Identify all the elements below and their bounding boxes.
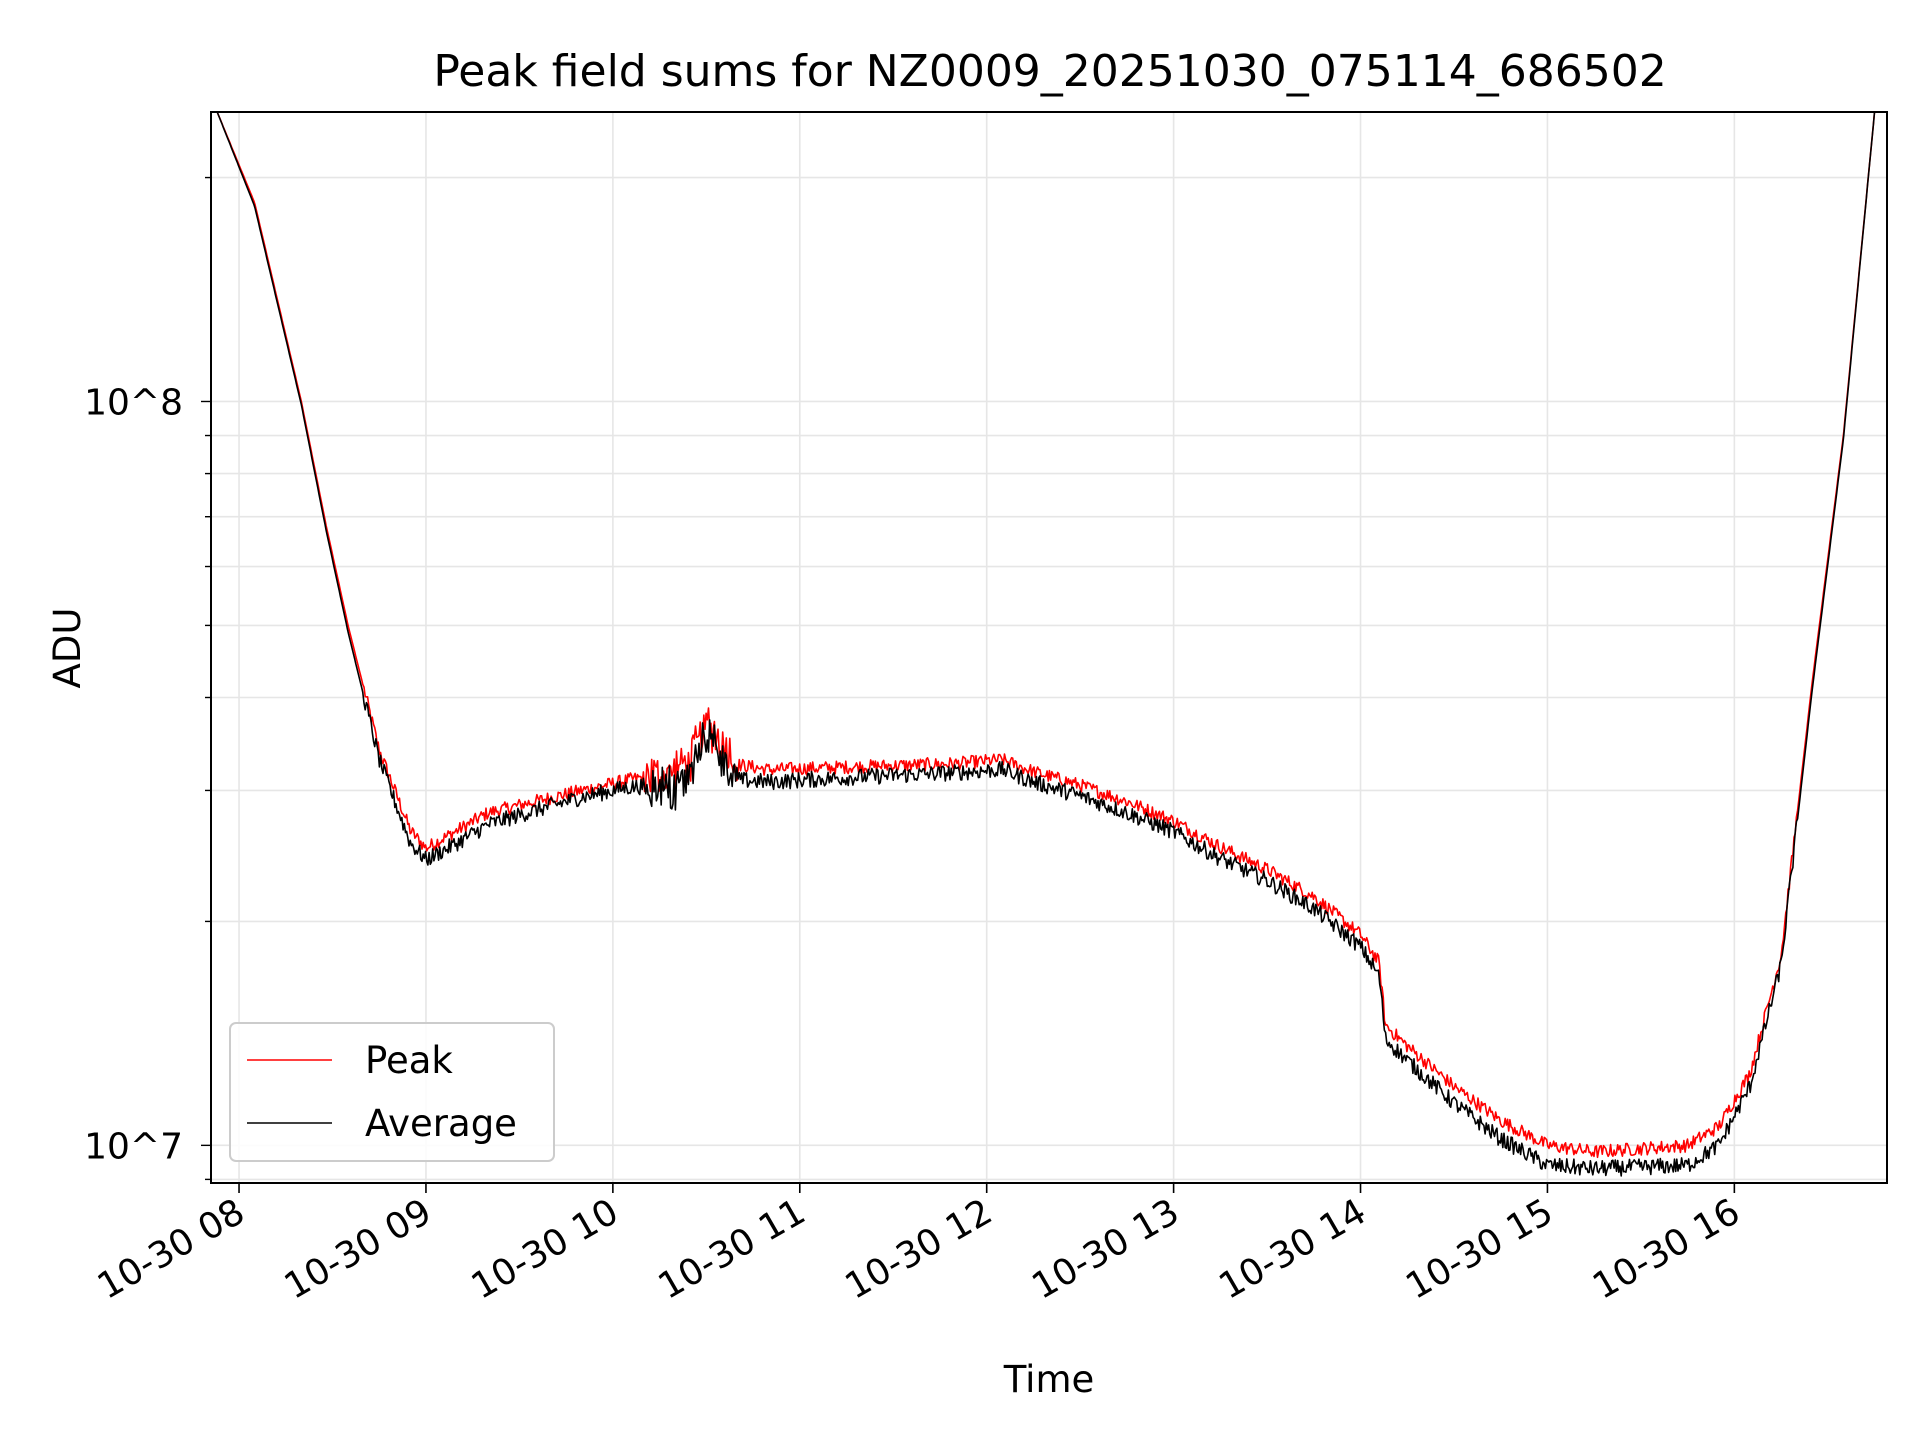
series-layer [216,111,1876,1177]
y-tick-label: 10^8 [84,382,183,423]
series-line-average [216,111,1876,1177]
chart-title: Peak field sums for NZ0009_20251030_0751… [433,46,1666,97]
legend-label-average: Average [365,1102,517,1145]
legend: Peak Average [229,1022,555,1162]
legend-label-peak: Peak [365,1039,453,1082]
y-axis-label: ADU [46,608,89,689]
grid-layer [211,112,1887,1183]
plot-frame [210,111,1888,1184]
y-tick-label: 10^7 [84,1126,183,1167]
legend-box [229,1022,555,1162]
series-line-peak [216,111,1876,1159]
x-axis-label: Time [1003,1358,1095,1401]
